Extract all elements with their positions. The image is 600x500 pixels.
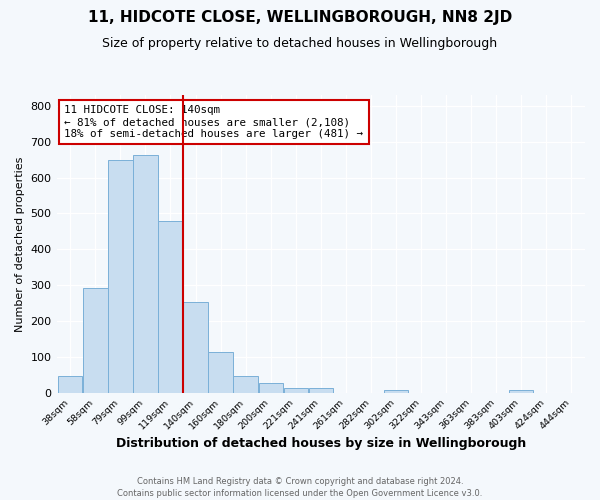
Bar — [208, 352, 233, 393]
Bar — [158, 220, 182, 393]
Bar — [233, 376, 258, 393]
Bar — [308, 388, 333, 393]
Y-axis label: Number of detached properties: Number of detached properties — [15, 156, 25, 332]
Text: Size of property relative to detached houses in Wellingborough: Size of property relative to detached ho… — [103, 38, 497, 51]
Bar — [108, 160, 133, 393]
X-axis label: Distribution of detached houses by size in Wellingborough: Distribution of detached houses by size … — [116, 437, 526, 450]
Bar — [184, 302, 208, 393]
Text: 11 HIDCOTE CLOSE: 140sqm
← 81% of detached houses are smaller (2,108)
18% of sem: 11 HIDCOTE CLOSE: 140sqm ← 81% of detach… — [64, 106, 364, 138]
Bar — [384, 390, 408, 393]
Text: Contains HM Land Registry data © Crown copyright and database right 2024.
Contai: Contains HM Land Registry data © Crown c… — [118, 476, 482, 498]
Bar — [509, 390, 533, 393]
Text: 11, HIDCOTE CLOSE, WELLINGBOROUGH, NN8 2JD: 11, HIDCOTE CLOSE, WELLINGBOROUGH, NN8 2… — [88, 10, 512, 25]
Bar — [133, 155, 158, 393]
Bar — [259, 383, 283, 393]
Bar — [58, 376, 82, 393]
Bar — [284, 388, 308, 393]
Bar — [83, 288, 107, 393]
